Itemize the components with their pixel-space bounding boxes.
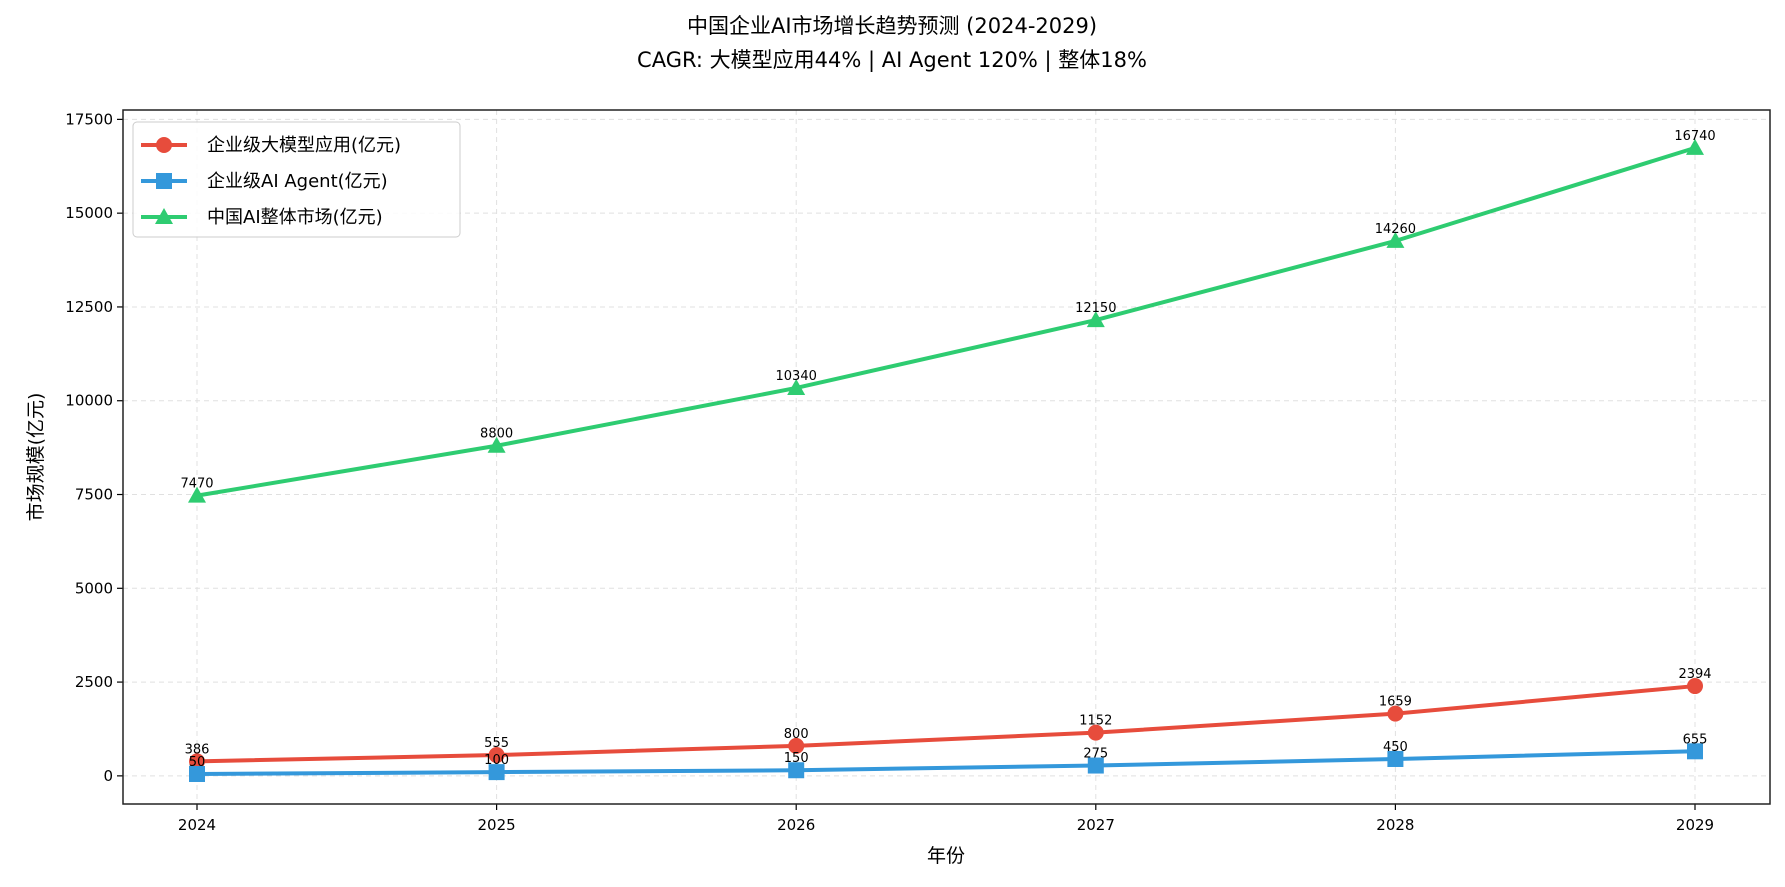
y-tick-label: 17500 [65,110,113,128]
data-point-circle [1387,705,1404,722]
data-point-square [1687,743,1703,760]
data-label: 386 [185,742,210,757]
data-point-triangle [787,378,806,395]
data-point-triangle [188,486,206,503]
data-point-circle [156,137,172,153]
series-group: 386 555 800 1152 1659 2394 50 100 150 275 450 655 74… [180,129,1716,782]
legend-label: 企业级大模型应用(亿元) [207,135,401,156]
x-axis-label: 年份 [927,845,965,867]
series-line [196,749,1696,776]
data-label: 12150 [1075,301,1116,316]
data-label: 50 [189,755,206,770]
x-tick-label: 2024 [178,816,216,834]
series-triangle: 7470 8800 10340 12150 14260 16740 [180,129,1716,503]
y-tick-label: 15000 [65,204,113,222]
data-point-triangle [1386,231,1405,248]
y-axis-label: 市场规模(亿元) [25,393,47,522]
data-point-circle [189,753,205,770]
series-square: 50 100 150 275 450 655 [189,732,1708,782]
y-tick-label: 2500 [75,673,113,691]
data-label: 150 [784,751,809,766]
data-point-triangle [487,436,506,453]
data-point-triangle [1686,138,1704,155]
data-label: 8800 [480,427,513,442]
x-tick-label: 2026 [777,816,815,834]
data-label: 100 [484,753,509,768]
series-line [196,145,1696,498]
data-label: 450 [1383,740,1408,755]
x-tick-label: 2029 [1676,816,1714,834]
chart-title: 中国企业AI市场增长趋势预测 (2024-2029) [687,14,1097,38]
y-tick-label: 10000 [65,392,113,410]
data-point-circle [488,747,505,764]
y-tick-label: 12500 [65,298,113,316]
x-tick-label: 2028 [1376,816,1414,834]
data-label: 800 [784,727,809,742]
data-label: 16740 [1674,129,1715,144]
data-label: 7470 [180,477,213,492]
data-point-square [1087,757,1104,774]
series-circle: 386 555 800 1152 1659 2394 [185,667,1712,770]
data-point-square [156,173,172,189]
y-tick-label: 0 [103,767,113,785]
legend-label: 中国AI整体市场(亿元) [207,207,383,228]
data-label: 2394 [1678,667,1711,682]
data-label: 655 [1683,732,1708,747]
axes: 2024 2025 2026 2027 2028 2029 0 2500 5000 7500 100… [65,109,1771,834]
data-label: 1659 [1379,695,1412,710]
legend-label: 企业级AI Agent(亿元) [207,171,388,192]
data-point-triangle [155,208,173,224]
data-label: 555 [484,736,509,751]
legend: 企业级大模型应用(亿元) 企业级AI Agent(亿元) 中国AI整体市场(亿元) [132,121,461,238]
y-tick-label: 5000 [75,579,113,597]
plot-frame [122,109,1771,805]
data-point-square [1387,750,1404,767]
data-point-square [788,762,805,779]
data-label: 1152 [1079,714,1112,729]
x-tick-label: 2027 [1077,816,1115,834]
data-point-circle [1687,678,1703,695]
data-point-circle [1087,724,1104,741]
series-line [196,684,1696,764]
data-point-triangle [1086,311,1105,328]
legend-box [132,121,461,238]
y-tick-label: 7500 [75,486,113,504]
data-point-square [488,764,505,781]
data-point-square [189,765,205,782]
chart-subtitle: CAGR: 大模型应用44% | AI Agent 120% | 整体18% [637,48,1147,73]
data-point-circle [788,737,805,754]
x-tick-label: 2025 [478,816,516,834]
data-label: 275 [1083,747,1108,762]
data-label: 14260 [1375,222,1416,237]
data-label: 10340 [776,369,817,384]
